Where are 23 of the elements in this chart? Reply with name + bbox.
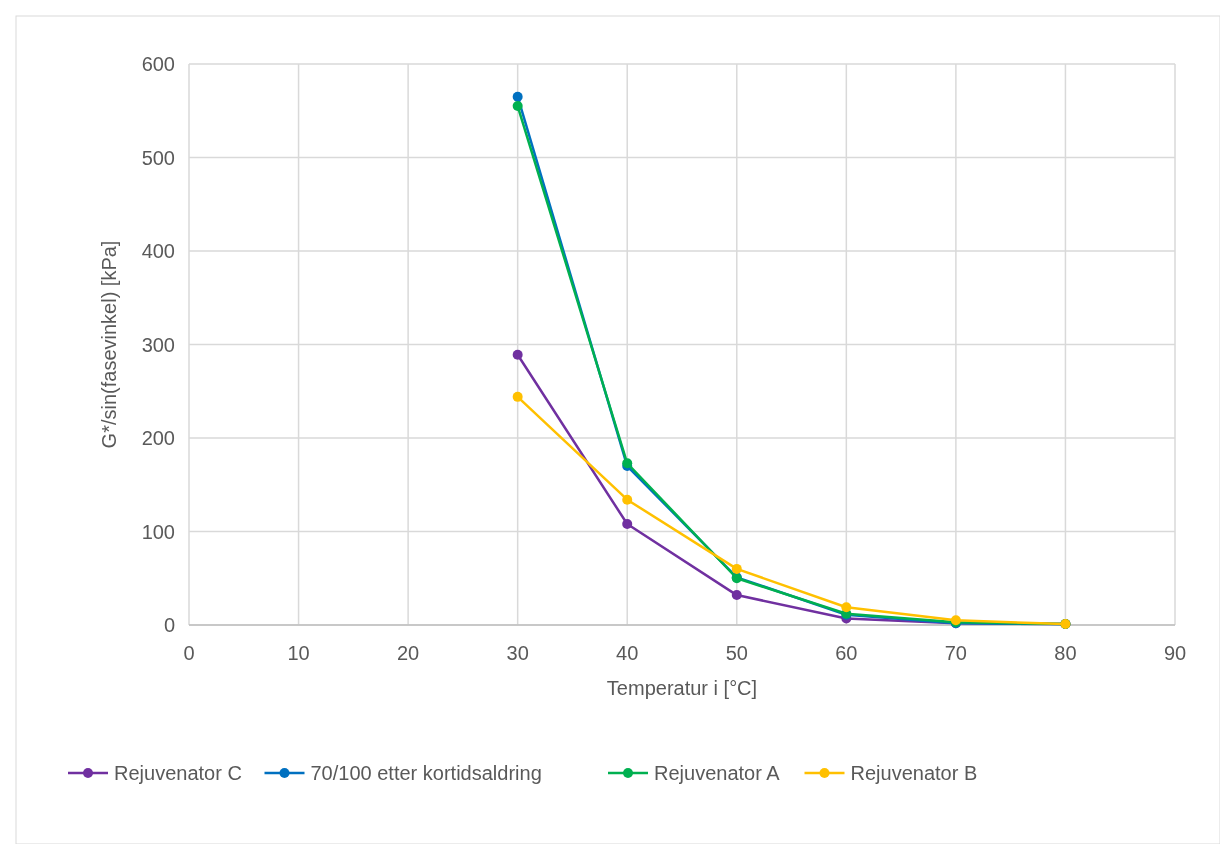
x-tick-label: 70 [944,642,968,664]
y-tick-label: 300 [141,333,175,356]
x-tick-label: 40 [616,642,639,664]
x-tick-label: 80 [1054,642,1077,664]
legend-label: Rejuvenator A [654,762,781,784]
y-axis-title: G*/sin(fasevinkel) [kPa] [98,240,120,449]
x-tick-label: 0 [183,642,195,664]
x-tick-label: 20 [396,642,420,664]
y-tick-label: 600 [141,53,175,75]
legend-label: Rejuvenator C [114,762,242,784]
x-tick-label: 50 [725,642,748,664]
y-tick-label: 500 [141,146,175,169]
y-tick-label: 0 [163,614,175,636]
x-tick-label: 90 [1163,642,1187,664]
legend-label: 70/100 etter kortidsaldring [310,762,542,784]
x-tick-label: 30 [506,642,529,664]
legend-label: Rejuvenator B [850,762,978,784]
x-axis-title: Temperatur i [°C] [606,677,758,699]
x-tick-label: 60 [835,642,858,664]
x-tick-label: 10 [287,642,310,664]
y-tick-label: 200 [141,427,175,449]
y-tick-label: 400 [141,240,175,262]
y-tick-label: 100 [141,520,175,543]
